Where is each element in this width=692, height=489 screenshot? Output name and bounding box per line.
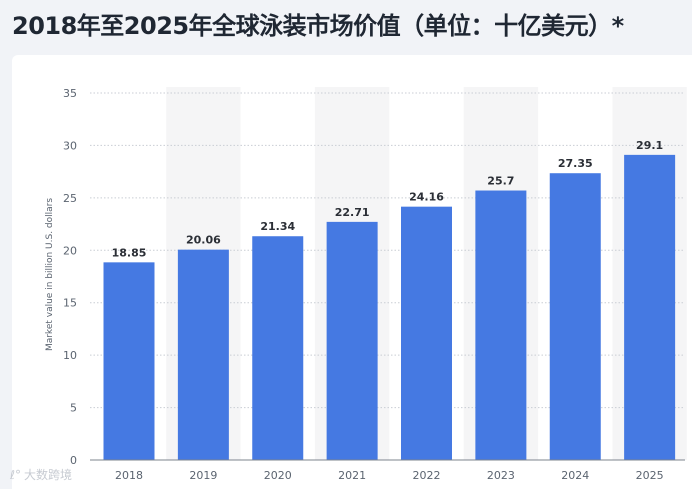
x-tick-label-2023: 2023	[487, 469, 515, 482]
bar-2021	[326, 221, 378, 460]
x-tick-label-2022: 2022	[413, 469, 441, 482]
x-tick-label-2024: 2024	[561, 469, 589, 482]
y-axis-title: Market value in billion U.S. dollars	[45, 198, 55, 351]
y-tick-label: 10	[63, 349, 77, 362]
bar-2020	[252, 236, 304, 460]
data-label-2022: 24.16	[409, 191, 444, 204]
data-label-2024: 27.35	[558, 157, 593, 170]
page-title: 2018年至2025年全球泳装市场价值（单位：十亿美元）*	[12, 12, 624, 40]
data-label-2019: 20.06	[186, 234, 221, 247]
data-label-2021: 22.71	[335, 206, 370, 219]
y-tick-label: 25	[63, 192, 77, 205]
bar-2024	[549, 173, 601, 461]
x-tick-label-2018: 2018	[115, 469, 143, 482]
x-tick-label-2020: 2020	[264, 469, 292, 482]
data-label-2025: 29.1	[636, 139, 663, 152]
data-label-2018: 18.85	[112, 246, 147, 259]
logo-icon: ℓ°	[10, 468, 21, 482]
watermark-text: 大数跨境	[23, 468, 72, 482]
data-label-2023: 25.7	[487, 175, 514, 188]
y-tick-label: 35	[63, 87, 77, 100]
y-tick-label: 0	[70, 454, 77, 467]
x-tick-label-2021: 2021	[338, 469, 366, 482]
bar-2022	[401, 206, 452, 460]
bar-2019	[177, 249, 229, 460]
bar-2025	[624, 154, 676, 460]
bar-2023	[475, 190, 527, 460]
x-tick-label-2019: 2019	[189, 469, 217, 482]
data-label-2020: 21.34	[260, 220, 295, 233]
y-tick-label: 20	[63, 244, 77, 257]
y-tick-label: 5	[70, 402, 77, 415]
y-tick-label: 15	[63, 297, 77, 310]
y-tick-label: 30	[63, 139, 77, 152]
watermark: ℓ° 大数跨境	[10, 466, 72, 483]
x-tick-label-2025: 2025	[636, 469, 664, 482]
bar-2018	[103, 262, 155, 460]
